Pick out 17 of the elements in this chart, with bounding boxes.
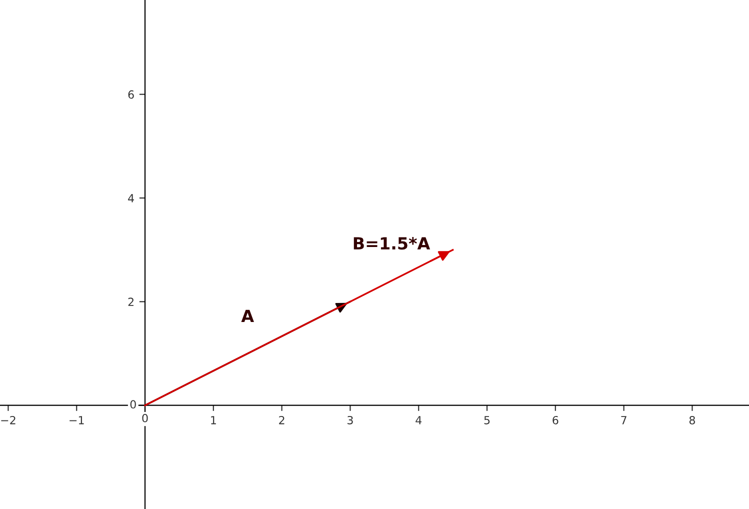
y-tick-label: 0 — [130, 400, 136, 409]
x-tick-label: 0 — [142, 414, 148, 422]
y-tick-label: 6 — [128, 90, 134, 99]
x-tick-label: 8 — [689, 416, 695, 424]
series-label: A — [241, 310, 254, 322]
x-tick-label: 1 — [211, 416, 216, 424]
x-tick-label: 4 — [416, 416, 422, 424]
x-tick-label: 3 — [348, 416, 353, 424]
series-label: B=1.5*A — [354, 237, 430, 250]
y-tick-label: 2 — [128, 298, 134, 306]
x-tick-label: 6 — [552, 416, 558, 424]
x-tick-label: −2 — [1, 416, 16, 424]
y-tick-label: 4 — [128, 194, 134, 202]
x-tick-label: 5 — [484, 416, 490, 424]
x-tick-label: 7 — [621, 416, 626, 424]
x-tick-label: 2 — [279, 416, 284, 424]
x-tick-label: −1 — [70, 416, 84, 424]
